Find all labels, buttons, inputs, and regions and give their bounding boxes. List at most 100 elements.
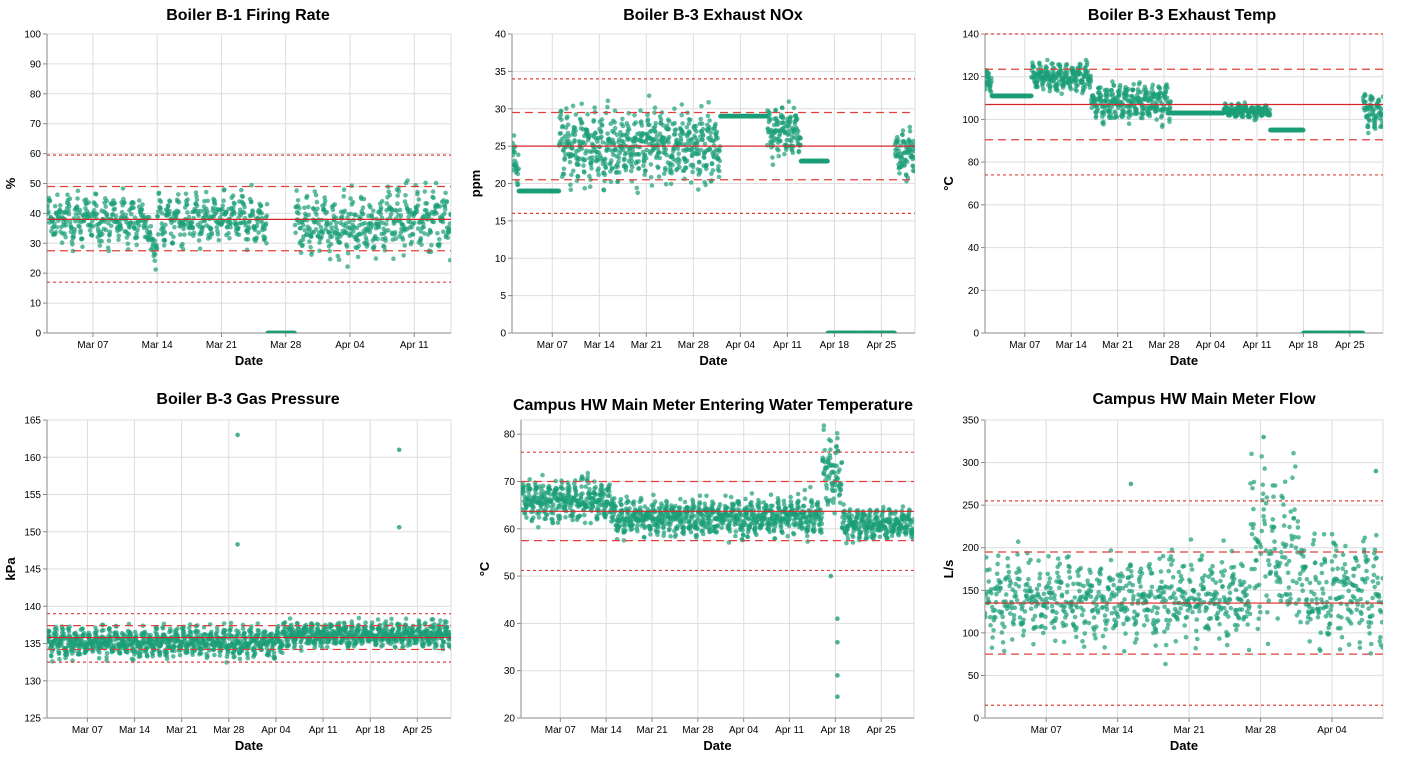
data-point — [1370, 96, 1375, 101]
data-point — [107, 630, 113, 635]
data-point — [638, 119, 644, 124]
data-point — [375, 236, 380, 242]
y-tick-label: 20 — [30, 269, 42, 280]
data-point — [602, 172, 608, 178]
data-point — [655, 138, 660, 143]
data-point — [54, 225, 60, 230]
data-point — [63, 223, 69, 228]
x-tick-label: Mar 21 — [1102, 340, 1134, 351]
data-point — [383, 221, 389, 227]
data-point — [198, 208, 204, 214]
data-point — [90, 219, 95, 224]
data-point — [623, 167, 629, 173]
data-point — [103, 204, 109, 209]
data-point — [1301, 127, 1306, 133]
data-point — [693, 123, 699, 129]
data-point — [61, 631, 67, 636]
x-tick-label: Mar 28 — [270, 340, 302, 351]
data-point — [321, 206, 327, 212]
data-point — [47, 203, 50, 208]
data-point — [196, 238, 202, 243]
data-point — [70, 242, 75, 247]
data-point — [254, 223, 260, 229]
data-point — [53, 229, 58, 235]
data-point — [1157, 86, 1163, 91]
data-point — [690, 169, 695, 175]
data-point — [209, 231, 215, 237]
y-tick-label: 70 — [30, 119, 42, 130]
data-point — [601, 187, 607, 193]
y-tick-label: 90 — [30, 59, 42, 70]
y-tick-label: 15 — [495, 216, 507, 227]
y-tick-label: 25 — [495, 142, 507, 153]
data-point — [416, 197, 422, 202]
data-point — [627, 137, 633, 142]
data-point — [250, 209, 255, 214]
x-tick-label: Mar 14 — [1056, 340, 1088, 351]
data-point — [905, 175, 911, 180]
data-point — [236, 225, 241, 231]
x-tick-label: Mar 07 — [72, 725, 104, 736]
data-point — [911, 164, 915, 169]
data-point — [294, 188, 299, 193]
data-point — [348, 211, 354, 217]
x-tick-label: Mar 14 — [584, 340, 616, 351]
data-point — [782, 151, 787, 157]
data-point — [104, 650, 110, 656]
y-tick-label: 120 — [962, 72, 979, 83]
data-point — [113, 213, 119, 219]
data-point — [620, 116, 625, 122]
data-point — [1052, 66, 1057, 71]
data-point — [398, 213, 404, 218]
data-point — [431, 219, 437, 225]
data-point — [635, 190, 640, 196]
y-tick-label: 30 — [495, 104, 507, 115]
data-point — [658, 117, 664, 123]
y-tick-label: 100 — [24, 30, 41, 41]
data-point — [686, 121, 692, 126]
data-point — [396, 189, 402, 194]
data-point — [306, 212, 311, 218]
data-point — [92, 208, 97, 213]
x-tick-label: Mar 07 — [537, 340, 569, 351]
data-point — [117, 651, 123, 656]
data-point — [351, 229, 356, 234]
data-point — [94, 203, 99, 209]
data-point — [660, 123, 666, 128]
points-layer — [47, 178, 451, 333]
x-tick-label: Mar 14 — [142, 340, 174, 351]
data-point — [985, 87, 988, 92]
data-point — [587, 173, 592, 179]
y-axis-title: ppm — [468, 170, 483, 197]
data-point — [567, 159, 573, 165]
data-point — [1127, 107, 1132, 113]
data-point — [715, 135, 720, 141]
data-point — [589, 166, 594, 171]
chart-title: Boiler B-3 Exhaust NOx — [623, 7, 803, 24]
data-point — [1165, 85, 1170, 91]
data-point — [259, 211, 265, 216]
data-point — [579, 120, 585, 125]
data-point — [699, 121, 705, 126]
data-point — [378, 205, 384, 211]
data-point — [603, 165, 609, 171]
data-point — [1140, 111, 1146, 116]
data-point — [196, 213, 201, 218]
data-point — [232, 211, 237, 216]
data-point — [67, 624, 72, 629]
data-point — [47, 209, 51, 214]
data-point — [1055, 88, 1060, 94]
data-point — [49, 653, 54, 659]
data-point — [666, 140, 671, 145]
data-point — [72, 226, 77, 232]
data-point — [1371, 107, 1376, 113]
data-point — [696, 151, 702, 156]
chart-svg-1: Boiler B-1 Firing Rate010203040506070809… — [3, 7, 452, 368]
data-point — [222, 187, 227, 192]
data-point — [668, 181, 674, 187]
data-point — [1101, 109, 1107, 115]
data-point — [98, 645, 104, 650]
data-point — [400, 237, 406, 242]
data-point — [572, 137, 577, 143]
data-point — [161, 226, 166, 231]
